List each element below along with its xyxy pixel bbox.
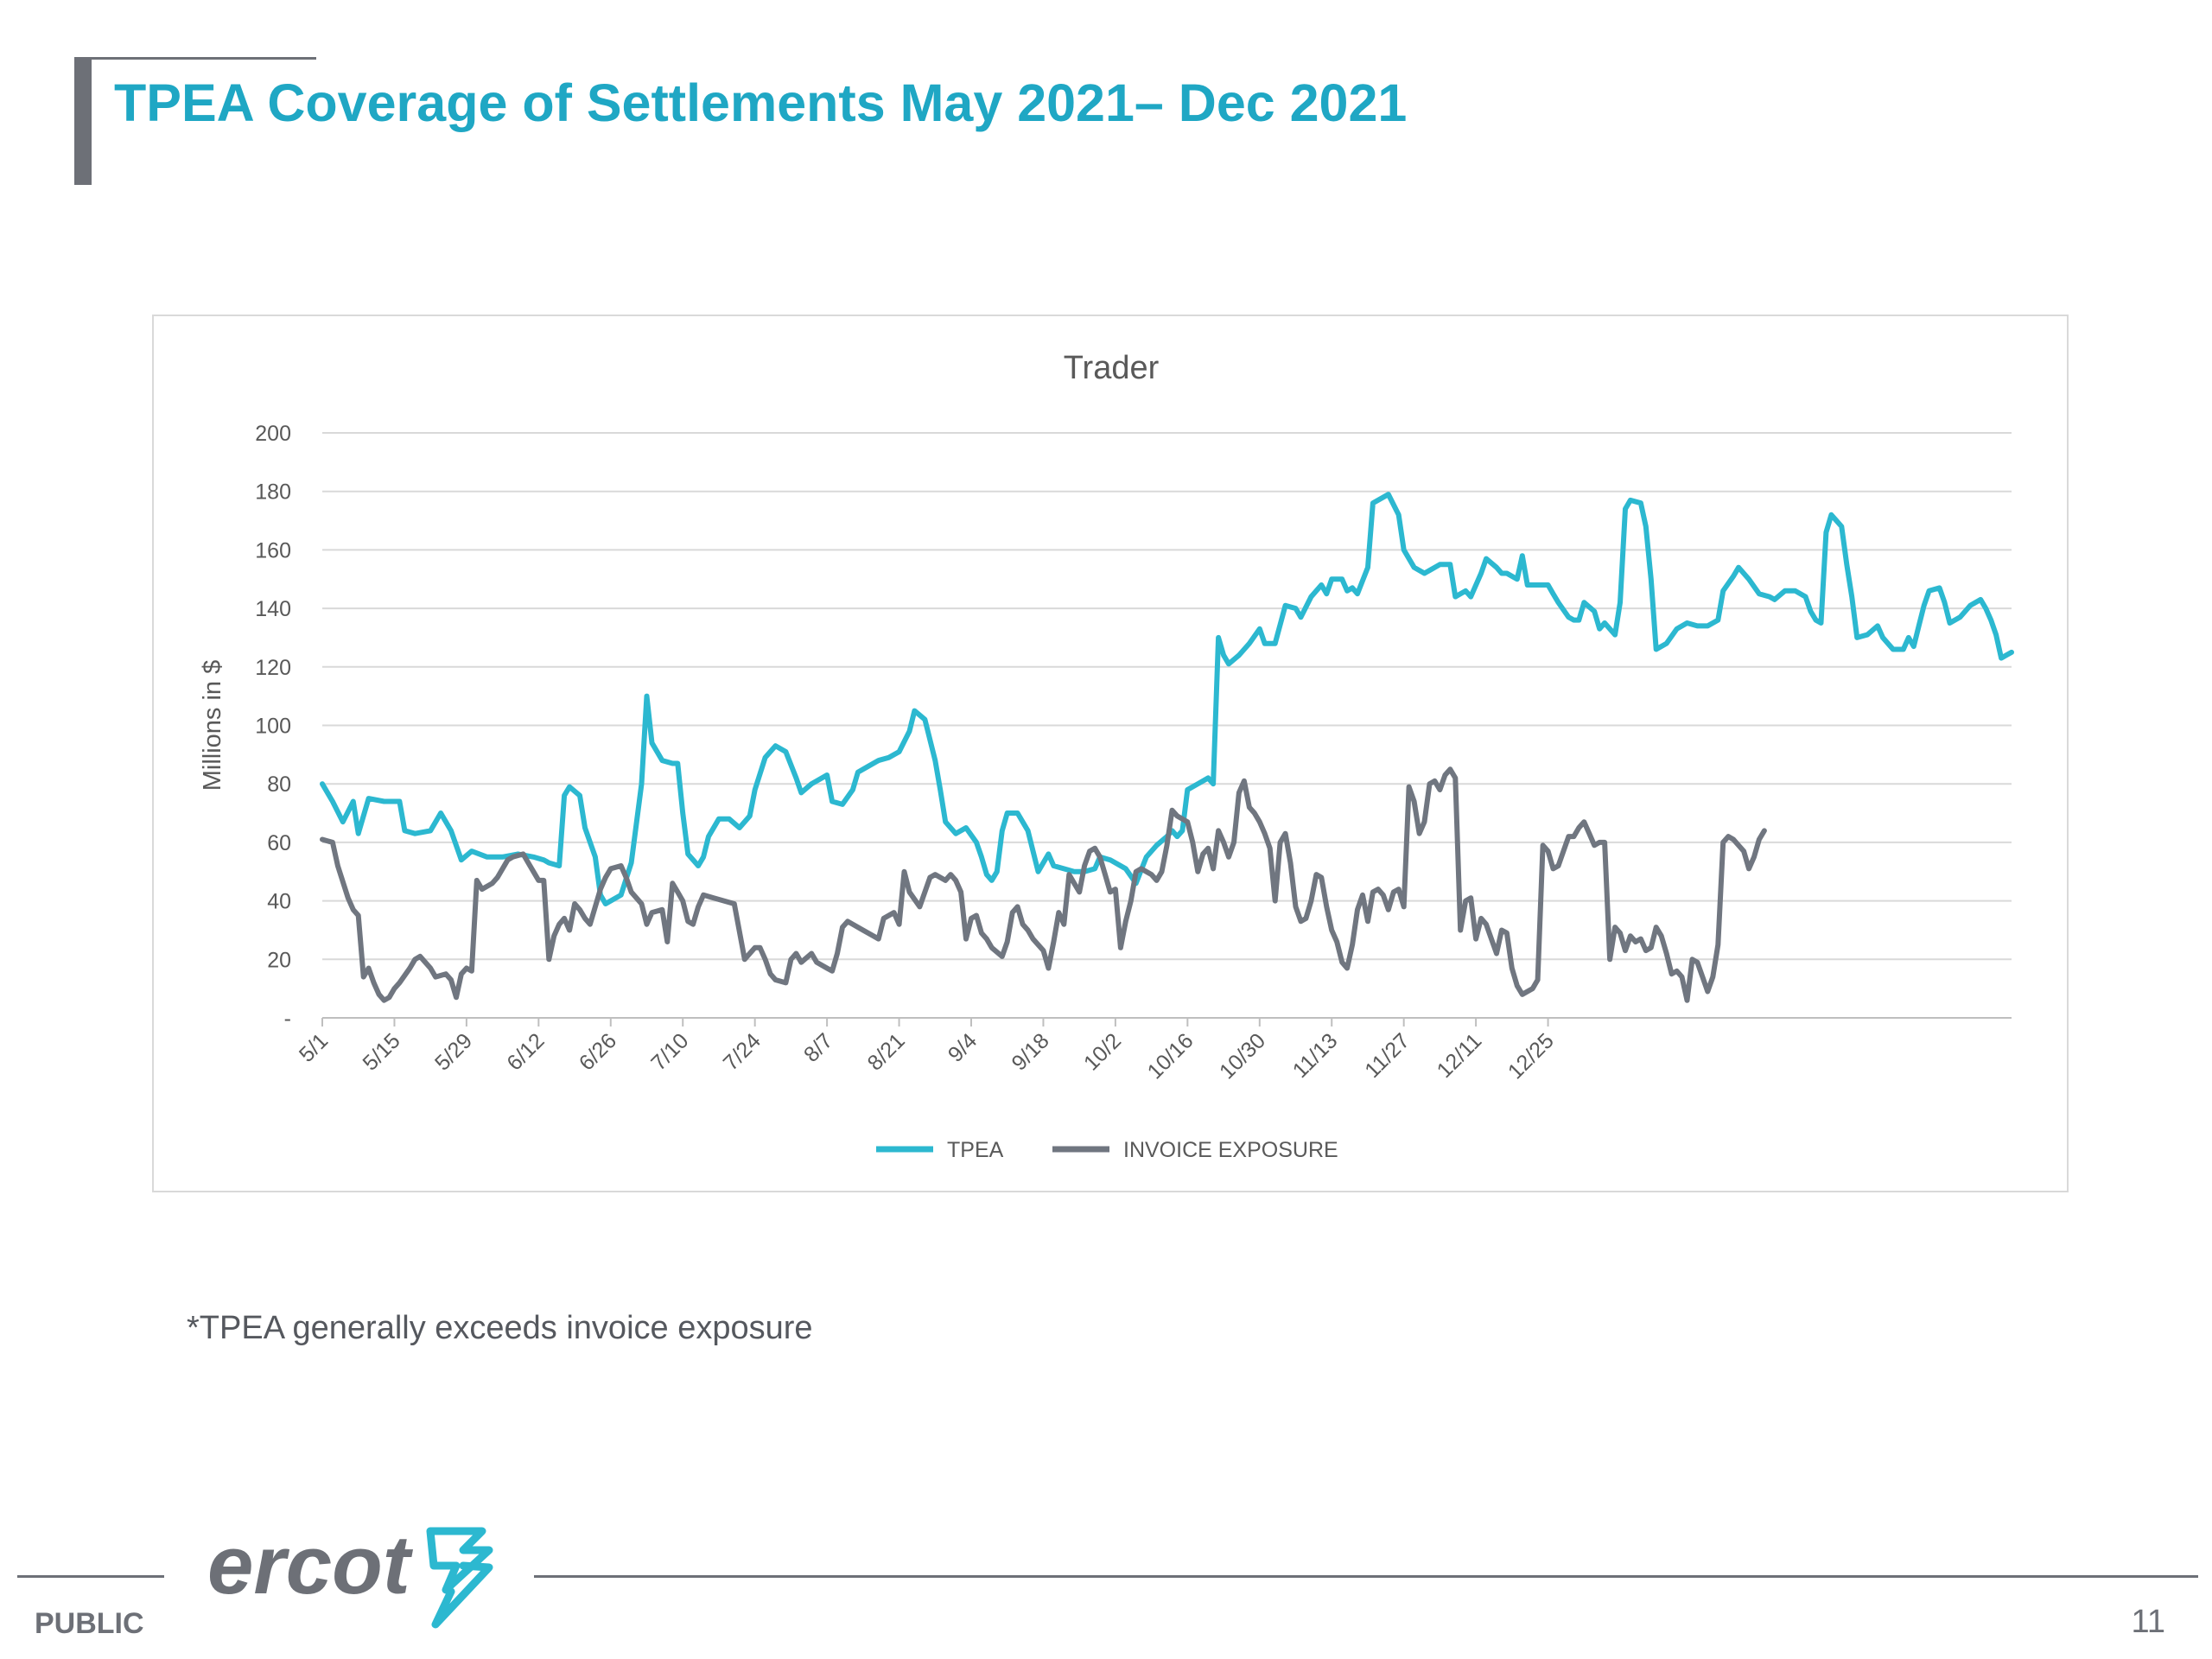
x-tick-label: 5/1 — [295, 1028, 333, 1066]
x-tick-label: 10/16 — [1143, 1028, 1198, 1084]
title-accent-rule — [74, 57, 316, 60]
invoice-exposure-series-line — [320, 766, 1767, 1003]
footer-rule-left — [17, 1575, 164, 1578]
x-tick-label: 11/27 — [1360, 1028, 1414, 1083]
x-tick-label: 6/26 — [575, 1028, 621, 1075]
x-tick-label: 12/11 — [1433, 1028, 1487, 1083]
y-tick-label: 120 — [255, 656, 291, 680]
x-tick-label: 7/10 — [646, 1028, 693, 1075]
x-tick-label: 9/18 — [1007, 1028, 1053, 1075]
chart-frame: Trader - 20 40 60 80 100 120 140 160 180 200 Million… — [152, 315, 2069, 1192]
y-tick-label: 160 — [255, 538, 291, 563]
y-tick-label: 40 — [267, 890, 291, 914]
x-tick-label: 7/24 — [719, 1028, 766, 1075]
x-tick-label: 8/7 — [799, 1028, 837, 1066]
ercot-logo: ercot — [207, 1519, 493, 1629]
x-tick-label: 6/12 — [502, 1028, 549, 1075]
chart-title: Trader — [1064, 350, 1160, 386]
x-tick-label: 12/25 — [1503, 1028, 1559, 1084]
y-tick-label: 180 — [255, 480, 291, 505]
line-chart: Trader - 20 40 60 80 100 120 140 160 180 200 Million… — [199, 350, 2014, 1162]
y-tick-label: 200 — [255, 422, 291, 446]
x-tick-label: 10/2 — [1079, 1028, 1126, 1075]
y-axis-label: Millions in $ — [199, 660, 226, 791]
footnote: *TPEA generally exceeds invoice exposure — [187, 1310, 813, 1346]
y-tick-label: 20 — [267, 948, 291, 972]
footer-rule-right — [534, 1575, 2198, 1578]
y-tick-label: - — [284, 1007, 291, 1031]
legend-label: TPEA — [947, 1138, 1004, 1162]
y-tick-label: 100 — [255, 715, 291, 739]
legend-label: INVOICE EXPOSURE — [1123, 1138, 1338, 1162]
x-tick-label: 8/21 — [863, 1028, 910, 1075]
y-tick-label: 60 — [267, 831, 291, 855]
x-tick-label: 5/15 — [358, 1028, 404, 1075]
x-tick-label: 11/13 — [1288, 1028, 1343, 1083]
lightning-bolt-icon — [426, 1527, 493, 1629]
title-accent-bar — [74, 57, 92, 185]
x-tick-label: 9/4 — [944, 1028, 982, 1066]
x-tick-label: 5/29 — [430, 1028, 477, 1075]
y-tick-label: 80 — [267, 772, 291, 797]
tpea-series-line — [320, 492, 2014, 906]
slide-title: TPEA Coverage of Settlements May 2021– D… — [114, 73, 1408, 132]
classification-label: PUBLIC — [35, 1607, 144, 1640]
y-tick-label: 140 — [255, 597, 291, 621]
logo-wordmark: ercot — [207, 1519, 414, 1611]
page-number: 11 — [2131, 1604, 2165, 1640]
x-tick-label: 10/30 — [1215, 1028, 1270, 1084]
